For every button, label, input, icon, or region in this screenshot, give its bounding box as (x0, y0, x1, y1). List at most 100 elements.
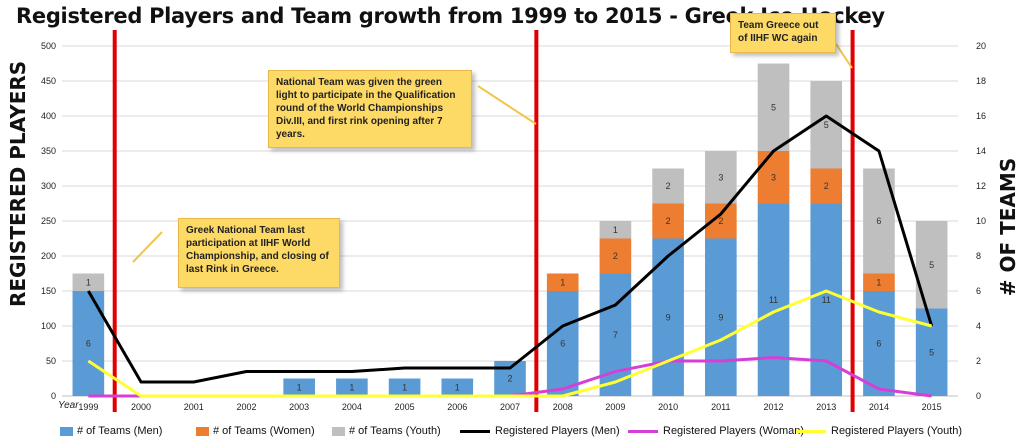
x-tick-label: 2007 (500, 402, 520, 412)
y-tick-left: 500 (41, 41, 56, 51)
x-tick-label: 2011 (711, 402, 730, 412)
y-tick-left: 100 (41, 321, 56, 331)
x-axis-prefix: Year (58, 400, 79, 411)
bar-data-label: 11 (822, 295, 831, 305)
y-tick-left: 300 (41, 181, 56, 191)
y-tick-left: 50 (46, 356, 56, 366)
x-tick-label: 2013 (816, 402, 836, 412)
x-tick-label: 2004 (342, 402, 362, 412)
bar-data-label: 6 (876, 216, 881, 226)
bar-women (757, 151, 790, 204)
bar-men (388, 378, 421, 396)
y-tick-right: 6 (976, 286, 981, 296)
legend-label-teams-men: # of Teams (Men) (77, 425, 163, 437)
y-tick-left: 350 (41, 146, 56, 156)
bar-data-label: 3 (771, 172, 776, 182)
x-tick-label: 1999 (78, 402, 98, 412)
annotation-2014-text: Team Greece out of IIHF WC again (738, 20, 819, 44)
x-tick-label: 2005 (395, 402, 415, 412)
x-tick-label: 2009 (605, 402, 625, 412)
bar-women (863, 273, 895, 291)
annotation-connector (835, 43, 853, 69)
y-tick-right: 16 (976, 111, 986, 121)
legend-item-players-men: Registered Players (Men) (460, 425, 620, 437)
x-tick-label: 2014 (869, 402, 889, 412)
x-tick-label: 2012 (764, 402, 784, 412)
line-players-youth (87, 289, 933, 398)
x-tick-label: 2015 (922, 402, 942, 412)
x-tick-label: 2000 (131, 402, 151, 412)
y-tick-right: 2 (976, 356, 981, 366)
line-players-men (87, 114, 934, 384)
y-tick-left: 400 (41, 111, 56, 121)
bar-men (810, 203, 843, 396)
legend-item-teams-men: # of Teams (Men) (60, 425, 162, 437)
bar-data-label: 2 (718, 216, 723, 226)
bar-men (283, 378, 315, 396)
legend-swatch-teams-men (60, 426, 73, 436)
x-tick-label: 2002 (236, 402, 256, 412)
annotation-2014: Team Greece out of IIHF WC again (730, 13, 836, 53)
bar-youth (757, 63, 790, 151)
bar-men (705, 238, 737, 396)
bar-data-label: 5 (824, 120, 829, 130)
bar-women (652, 203, 684, 239)
y-tick-right: 10 (976, 216, 986, 226)
legend-line-players-youth (796, 429, 826, 433)
legend-label-players-woman: Registered Players (Woman) (663, 425, 805, 437)
bar-youth (705, 151, 737, 204)
bar-data-label: 2 (613, 251, 618, 261)
bar-data-label: 2 (824, 181, 829, 191)
legend-item-players-woman: Registered Players (Woman) (628, 425, 804, 437)
legend-line-players-men (460, 429, 490, 433)
bar-youth (652, 168, 684, 204)
legend-item-teams-youth: # of Teams (Youth) (332, 425, 441, 437)
bar-data-label: 3 (718, 172, 723, 182)
bar-men (441, 378, 474, 396)
bar-data-label: 5 (929, 347, 934, 357)
bar-youth (599, 221, 632, 239)
bar-women (546, 273, 579, 291)
y-tick-right: 12 (976, 181, 986, 191)
y-tick-right: 0 (976, 391, 981, 401)
y-tick-left: 450 (41, 76, 56, 86)
bar-men (336, 378, 368, 396)
y-tick-right: 20 (976, 41, 986, 51)
annotation-2007: National Team was given the green light … (268, 70, 472, 148)
annotation-2000: Greek National Team last participation a… (178, 218, 340, 288)
bar-data-label: 1 (455, 382, 460, 392)
x-tick-label: 2001 (184, 402, 204, 412)
x-tick-label: 2003 (289, 402, 309, 412)
x-tick-label: 2008 (553, 402, 573, 412)
bar-data-label: 11 (769, 295, 778, 305)
y-tick-right: 18 (976, 76, 986, 86)
bar-men (546, 291, 579, 396)
annotation-connector (132, 231, 163, 263)
legend-label-teams-youth: # of Teams (Youth) (349, 425, 441, 437)
bar-men (757, 203, 790, 396)
legend-line-players-woman (628, 429, 658, 433)
y-tick-left: 150 (41, 286, 56, 296)
bar-data-label: 2 (666, 181, 671, 191)
legend-label-players-youth: Registered Players (Youth) (831, 425, 963, 437)
bar-data-label: 1 (560, 277, 565, 287)
bar-data-label: 9 (718, 312, 723, 322)
bar-data-label: 6 (876, 339, 881, 349)
legend-item-teams-women: # of Teams (Women) (196, 425, 315, 437)
x-tick-label: 2006 (447, 402, 467, 412)
bar-data-label: 5 (929, 260, 934, 270)
annotation-2000-text: Greek National Team last participation a… (186, 225, 329, 275)
y-tick-left: 250 (41, 216, 56, 226)
annotation-2007-text: National Team was given the green light … (276, 77, 456, 140)
bar-women (810, 168, 843, 204)
y-tick-left: 0 (51, 391, 56, 401)
bar-data-label: 7 (613, 330, 618, 340)
y-tick-right: 4 (976, 321, 981, 331)
x-tick-label: 2010 (658, 402, 678, 412)
bar-data-label: 9 (666, 312, 671, 322)
bar-data-label: 1 (402, 382, 407, 392)
bar-data-label: 6 (560, 339, 565, 349)
bar-data-label: 1 (876, 277, 881, 287)
